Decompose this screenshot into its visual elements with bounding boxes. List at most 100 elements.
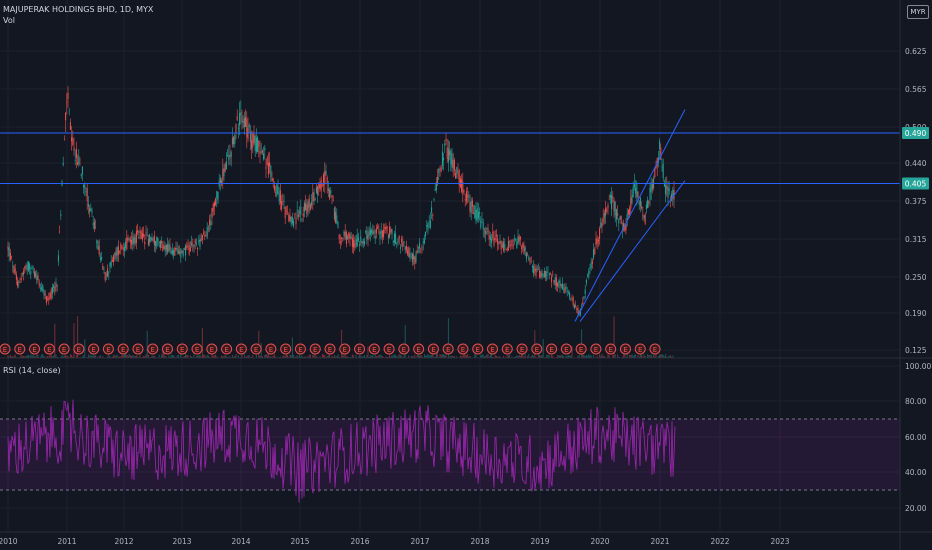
earnings-marker[interactable] [516,343,528,355]
price-candle [475,210,477,222]
symbol-title[interactable]: MAJUPERAK HOLDINGS BHD, 1D, MYX [3,5,154,14]
volume-bar [32,354,34,358]
trend-channel-line[interactable] [579,180,686,322]
rsi-title[interactable]: RSI (14, close) [3,366,61,375]
earnings-marker[interactable] [88,343,100,355]
earnings-marker[interactable] [531,343,543,355]
price-candle [372,231,374,235]
earnings-marker[interactable] [0,343,11,355]
volume-bar [29,356,31,358]
price-candle [159,240,161,249]
earnings-marker[interactable] [58,343,70,355]
earnings-marker[interactable] [398,343,410,355]
price-candle [51,287,53,294]
volume-bar [144,356,146,358]
volume-label[interactable]: Vol [3,16,15,25]
earnings-marker[interactable] [442,343,454,355]
price-candle [521,246,523,249]
earnings-marker[interactable] [383,343,395,355]
earnings-marker[interactable] [73,343,85,355]
earnings-marker-label: E [18,346,22,354]
price-candle [528,257,530,260]
price-candle [417,247,419,249]
earnings-marker[interactable] [575,343,587,355]
earnings-marker[interactable] [147,343,159,355]
earnings-marker[interactable] [546,343,558,355]
earnings-marker[interactable] [29,343,41,355]
volume-bar [326,356,328,358]
earnings-marker[interactable] [472,343,484,355]
earnings-marker[interactable] [324,343,336,355]
volume-bar [522,354,524,358]
volume-bar [79,356,81,358]
earnings-marker[interactable] [176,343,188,355]
price-badge[interactable] [902,177,929,190]
earnings-marker[interactable] [132,343,144,355]
price-candle [439,173,441,176]
volume-bar [66,356,68,358]
earnings-marker[interactable] [206,343,218,355]
volume-bar [42,354,44,358]
earnings-marker[interactable] [457,343,469,355]
earnings-marker[interactable] [339,343,351,355]
price-candle [527,254,529,256]
earnings-marker[interactable] [427,343,439,355]
earnings-marker[interactable] [309,343,321,355]
earnings-marker[interactable] [117,343,129,355]
earnings-marker[interactable] [605,343,617,355]
price-candle [248,124,250,128]
price-candle [290,216,292,225]
earnings-marker[interactable] [560,343,572,355]
price-candle [498,241,500,244]
volume-bar [54,323,56,358]
earnings-marker[interactable] [43,343,55,355]
earnings-marker[interactable] [619,343,631,355]
price-candle [361,241,363,244]
price-badge[interactable] [902,127,929,139]
volume-bar [516,355,518,358]
earnings-marker[interactable] [634,343,646,355]
earnings-marker[interactable] [501,343,513,355]
earnings-marker[interactable] [191,343,203,355]
earnings-marker[interactable] [265,343,277,355]
volume-bar [541,355,543,358]
earnings-marker[interactable] [487,343,498,355]
earnings-marker[interactable] [294,343,306,355]
earnings-marker-label: E [47,346,51,354]
earnings-marker[interactable] [221,343,233,355]
price-candle [324,170,326,184]
volume-bar [433,356,435,358]
earnings-marker[interactable] [235,343,247,355]
earnings-marker[interactable] [368,343,380,355]
earnings-marker[interactable] [649,343,661,355]
trend-channel-line[interactable] [574,109,686,322]
price-candle [518,236,520,242]
earnings-marker[interactable] [162,343,173,355]
currency-badge[interactable]: MYR [907,5,929,19]
price-candle [153,235,155,246]
volume-bar [90,354,92,358]
price-candle [563,288,565,290]
earnings-marker[interactable] [102,343,114,355]
price-axis-tick-label: 0.125 [905,346,927,355]
earnings-marker[interactable] [413,343,425,355]
volume-bar [122,355,124,358]
price-axis-tick-label: 0.315 [905,235,927,244]
earnings-marker[interactable] [590,343,602,355]
price-candle [608,198,610,200]
earnings-marker[interactable] [250,343,262,355]
price-candle [600,222,602,229]
earnings-marker[interactable] [14,343,26,355]
price-candle [414,256,416,264]
earnings-marker-label: E [328,346,332,354]
price-candle [199,239,201,247]
time-axis-tick-label: 2019 [530,537,549,546]
volume-bar [270,356,272,358]
earnings-marker[interactable] [354,343,366,355]
price-candle [167,244,169,253]
price-series [7,86,675,317]
volume-bar [359,355,361,358]
earnings-marker[interactable] [280,343,292,355]
price-candle [131,239,133,245]
price-candle [237,128,239,130]
